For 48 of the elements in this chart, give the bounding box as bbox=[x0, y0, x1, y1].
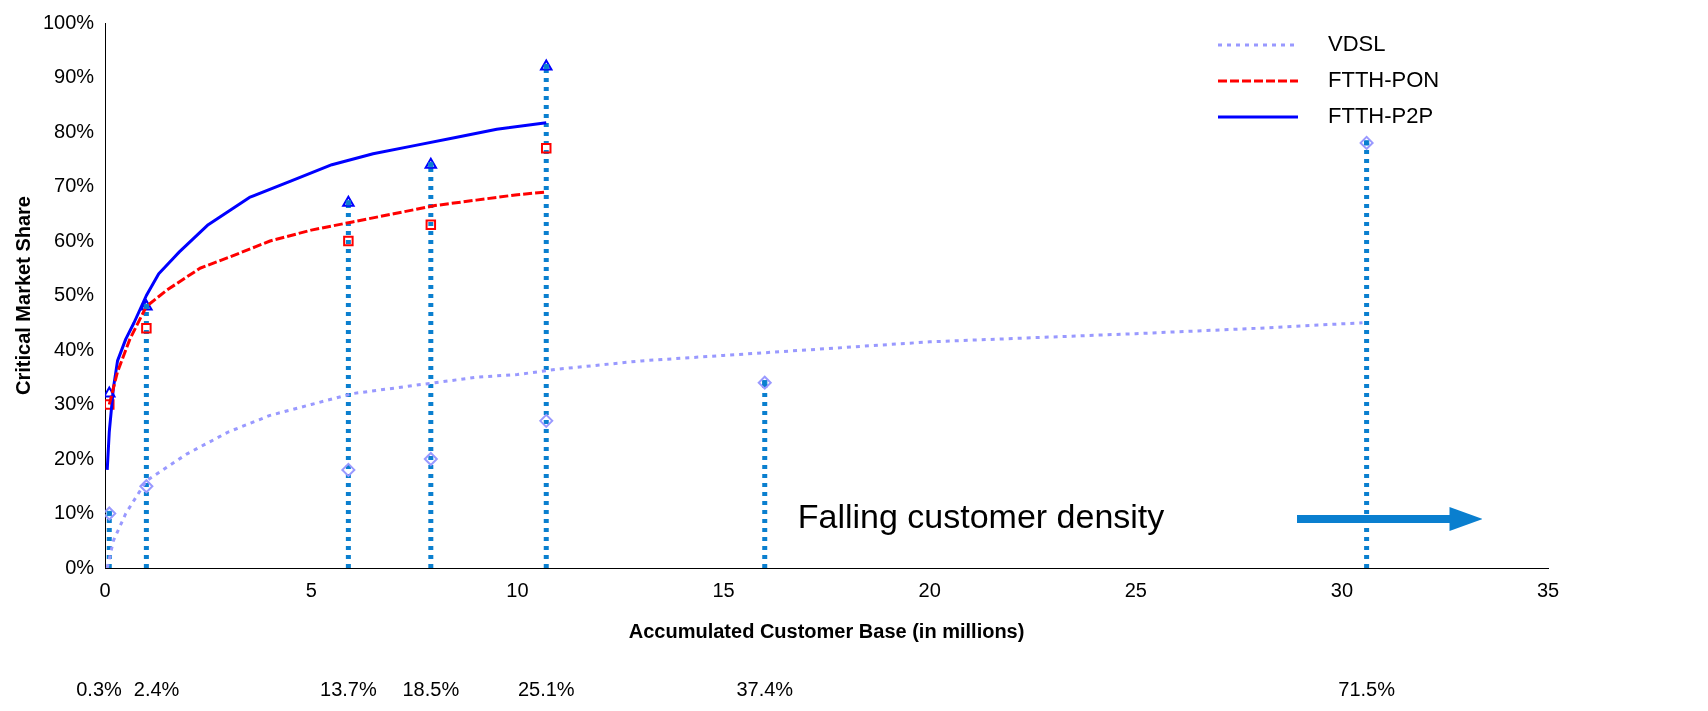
x-axis-title: Accumulated Customer Base (in millions) bbox=[628, 619, 1025, 642]
point bbox=[423, 452, 438, 466]
y-tick-label: 80% bbox=[54, 119, 95, 142]
point bbox=[541, 143, 552, 154]
y-tick-label: 100% bbox=[43, 10, 95, 33]
point bbox=[105, 386, 116, 398]
line-series bbox=[105, 321, 1364, 568]
point bbox=[1359, 135, 1374, 150]
point bbox=[540, 59, 553, 71]
x-tick-label: 35 bbox=[1536, 578, 1560, 601]
x-tick-label: 30 bbox=[1330, 578, 1353, 601]
text: 71.5% bbox=[1338, 677, 1396, 700]
y-tick-label: 50% bbox=[54, 283, 95, 306]
point bbox=[342, 195, 355, 207]
text: 25.1% bbox=[517, 677, 575, 700]
x-tick-label: 15 bbox=[712, 578, 735, 601]
legend-label: VDSL bbox=[1328, 31, 1386, 57]
point bbox=[139, 479, 154, 494]
point bbox=[425, 219, 437, 230]
text: 0.3% bbox=[76, 677, 123, 700]
point bbox=[141, 322, 152, 334]
y-tick-label: 40% bbox=[54, 337, 95, 360]
point bbox=[343, 235, 354, 247]
text: 18.5% bbox=[402, 677, 460, 700]
x-tick-label: 0 bbox=[99, 578, 111, 601]
y-axis-title: Critical Market Share bbox=[11, 196, 34, 395]
point bbox=[140, 299, 153, 311]
x-tick-label: 10 bbox=[506, 578, 529, 601]
x-tick-label: 5 bbox=[305, 578, 317, 601]
y-tick-label: 90% bbox=[54, 65, 95, 88]
point bbox=[424, 157, 438, 169]
x-tick-label: 25 bbox=[1124, 578, 1147, 601]
point bbox=[341, 462, 356, 477]
text: 2.4% bbox=[133, 677, 180, 700]
y-tick-label: 70% bbox=[54, 174, 95, 197]
y-tick-label: 20% bbox=[54, 446, 95, 469]
y-tick-label: 30% bbox=[54, 392, 95, 415]
legend-label: FTTH-P2P bbox=[1328, 103, 1434, 129]
point bbox=[539, 413, 554, 428]
x-tick-label: 20 bbox=[918, 578, 941, 601]
text: 37.4% bbox=[736, 677, 794, 700]
text: 13.7% bbox=[320, 677, 377, 700]
point bbox=[757, 375, 772, 390]
annotation: Falling customer density bbox=[797, 497, 1165, 536]
legend-label: FTTH-PON bbox=[1328, 67, 1440, 93]
y-tick-label: 0% bbox=[65, 555, 95, 578]
y-tick-label: 60% bbox=[54, 228, 95, 251]
y-tick-label: 10% bbox=[54, 501, 95, 524]
